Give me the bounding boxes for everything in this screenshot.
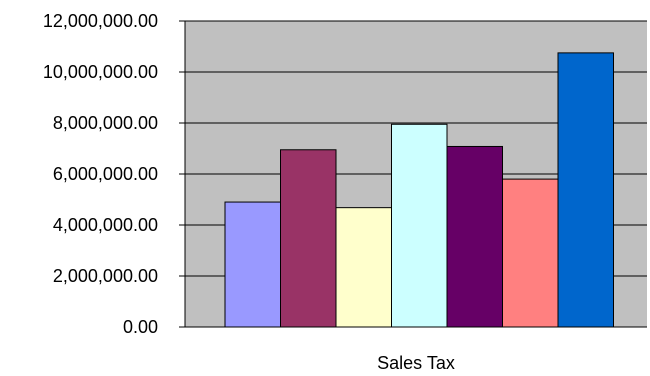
y-tick-label: 8,000,000.00: [53, 113, 158, 133]
x-axis-category-label: Sales Tax: [377, 353, 455, 373]
bar-series-4: [391, 123, 448, 328]
y-tick-label: 6,000,000.00: [53, 164, 158, 184]
y-tick-label: 12,000,000.00: [43, 11, 158, 31]
bar-series-2: [280, 149, 337, 328]
bar-series-3: [335, 207, 392, 328]
y-tick-label: 10,000,000.00: [43, 62, 158, 82]
bar-series-group: [224, 52, 614, 328]
bar-series-5: [446, 145, 503, 328]
bar-series-6: [502, 178, 559, 328]
y-axis-ticks: 0.00 2,000,000.00 4,000,000.00 6,000,000.00…: [43, 11, 185, 337]
bar-series-1: [224, 201, 281, 328]
y-tick-label: 4,000,000.00: [53, 215, 158, 235]
y-tick-label: 2,000,000.00: [53, 266, 158, 286]
y-tick-label: 0.00: [123, 317, 158, 337]
bar-series-7: [557, 52, 614, 328]
